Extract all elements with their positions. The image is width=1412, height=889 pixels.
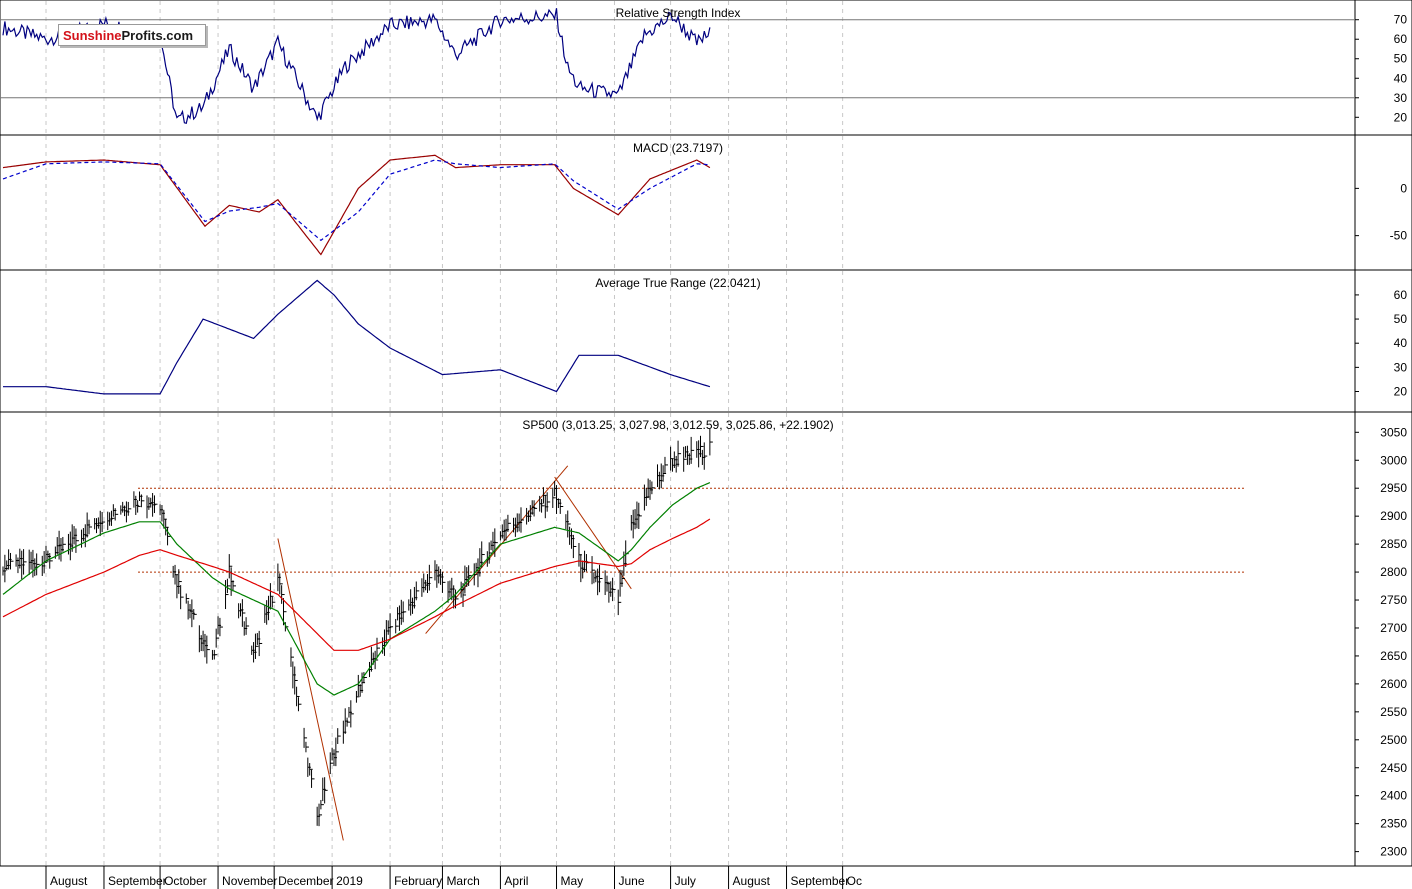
month-label: November xyxy=(222,874,277,888)
trend-line-0 xyxy=(277,538,344,841)
logo-part2: Profits.com xyxy=(121,28,194,43)
y-tick-label: 70 xyxy=(1394,13,1408,27)
y-tick-label: 2450 xyxy=(1380,761,1407,775)
y-tick-label: 30 xyxy=(1394,360,1408,374)
ma-short-line xyxy=(2,482,711,696)
y-tick-label: 2900 xyxy=(1380,509,1407,523)
month-label: October xyxy=(164,874,207,888)
y-tick-label: 40 xyxy=(1394,71,1408,85)
y-tick-label: 2500 xyxy=(1380,733,1407,747)
y-tick-label: 30 xyxy=(1394,91,1408,105)
y-tick-label: 40 xyxy=(1394,336,1408,350)
y-tick-label: 50 xyxy=(1394,52,1408,66)
y-tick-label: 2650 xyxy=(1380,649,1407,663)
y-tick-label: -50 xyxy=(1390,229,1408,243)
trend-line-2 xyxy=(554,476,632,590)
trend-line-1 xyxy=(425,465,569,634)
month-label: April xyxy=(504,874,528,888)
y-tick-label: 50 xyxy=(1394,312,1408,326)
panel-title-2: Average True Range (22.0421) xyxy=(595,276,760,290)
y-tick-label: 2400 xyxy=(1380,789,1407,803)
panel-3 xyxy=(0,411,1412,867)
month-label: May xyxy=(561,874,584,888)
y-tick-label: 2850 xyxy=(1380,537,1407,551)
panel-0 xyxy=(0,0,1412,136)
sunshine-profits-logo[interactable]: SunshineProfits.com xyxy=(58,24,206,46)
month-label: July xyxy=(675,874,696,888)
y-tick-label: 60 xyxy=(1394,288,1408,302)
month-label: Oc xyxy=(847,874,862,888)
panel-title-0: Relative Strength Index xyxy=(616,6,741,20)
month-label: February xyxy=(394,874,442,888)
y-tick-label: 3050 xyxy=(1380,425,1407,439)
panel-1 xyxy=(0,134,1412,271)
logo-part1: Sunshine xyxy=(63,28,122,43)
panel-2 xyxy=(0,269,1412,413)
signal-line xyxy=(2,159,710,242)
month-label: March xyxy=(446,874,479,888)
month-label: 2019 xyxy=(336,874,363,888)
month-label: December xyxy=(278,874,333,888)
month-label: August xyxy=(50,874,88,888)
y-tick-label: 3000 xyxy=(1380,453,1407,467)
ma-long-line xyxy=(2,518,711,651)
y-tick-label: 20 xyxy=(1394,110,1408,124)
y-tick-label: 2600 xyxy=(1380,677,1407,691)
y-tick-label: 60 xyxy=(1394,32,1408,46)
atr-line xyxy=(3,279,711,395)
y-tick-label: 2950 xyxy=(1380,481,1407,495)
month-label: September xyxy=(791,874,850,888)
y-tick-label: 2750 xyxy=(1380,593,1407,607)
y-tick-label: 2700 xyxy=(1380,621,1407,635)
y-tick-label: 20 xyxy=(1394,385,1408,399)
y-tick-label: 2300 xyxy=(1380,845,1407,859)
y-tick-label: 2350 xyxy=(1380,817,1407,831)
month-label: September xyxy=(108,874,167,888)
y-tick-label: 2550 xyxy=(1380,705,1407,719)
y-tick-label: 0 xyxy=(1400,181,1407,195)
y-tick-label: 2800 xyxy=(1380,565,1407,579)
macd-line xyxy=(2,154,711,256)
month-label: June xyxy=(618,874,644,888)
month-label: August xyxy=(733,874,771,888)
panel-title-3: SP500 (3,013.25, 3,027.98, 3,012.59, 3,0… xyxy=(522,418,833,432)
panel-title-1: MACD (23.7197) xyxy=(633,141,723,155)
